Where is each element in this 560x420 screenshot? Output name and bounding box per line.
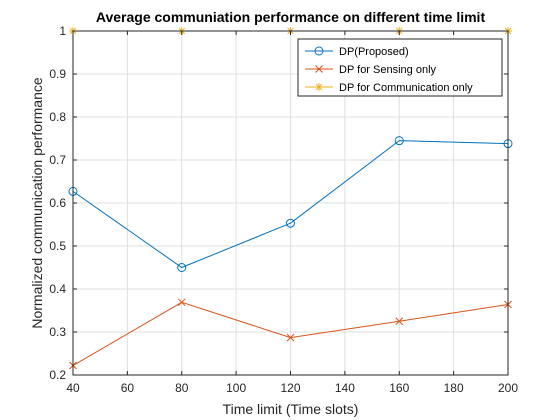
y-tick-label: 0.8 [49,110,66,124]
x-tick-label: 120 [280,381,300,395]
y-tick-label: 0.9 [49,67,66,81]
chart-title: Average communiation performance on diff… [96,9,486,25]
y-tick-label: 0.7 [49,153,66,167]
x-tick-label: 100 [226,381,246,395]
x-tick-label: 40 [66,381,80,395]
legend-label: DP for Communication only [339,82,473,94]
y-axis-label: Normalized communication performance [29,77,45,329]
legend: DP(Proposed) DP for Sensing only DP for Co… [298,39,502,96]
x-tick-label: 140 [335,381,355,395]
x-tick-label: 200 [498,381,518,395]
y-tick-label: 0.3 [49,325,66,339]
x-tick-label: 180 [444,381,464,395]
x-tick-label: 160 [389,381,409,395]
y-tick-label: 0.6 [49,196,66,210]
x-axis-label: Time limit (Time slots) [223,401,359,417]
legend-label: DP(Proposed) [339,46,409,58]
x-tick-label: 80 [175,381,189,395]
y-tick-label: 1 [59,24,66,38]
y-tick-label: 0.5 [49,239,66,253]
legend-marker [315,83,323,91]
y-tick-label: 0.2 [49,368,66,382]
x-tick-label: 60 [121,381,135,395]
legend-label: DP for Sensing only [339,64,437,76]
y-tick-label: 0.4 [49,282,66,296]
